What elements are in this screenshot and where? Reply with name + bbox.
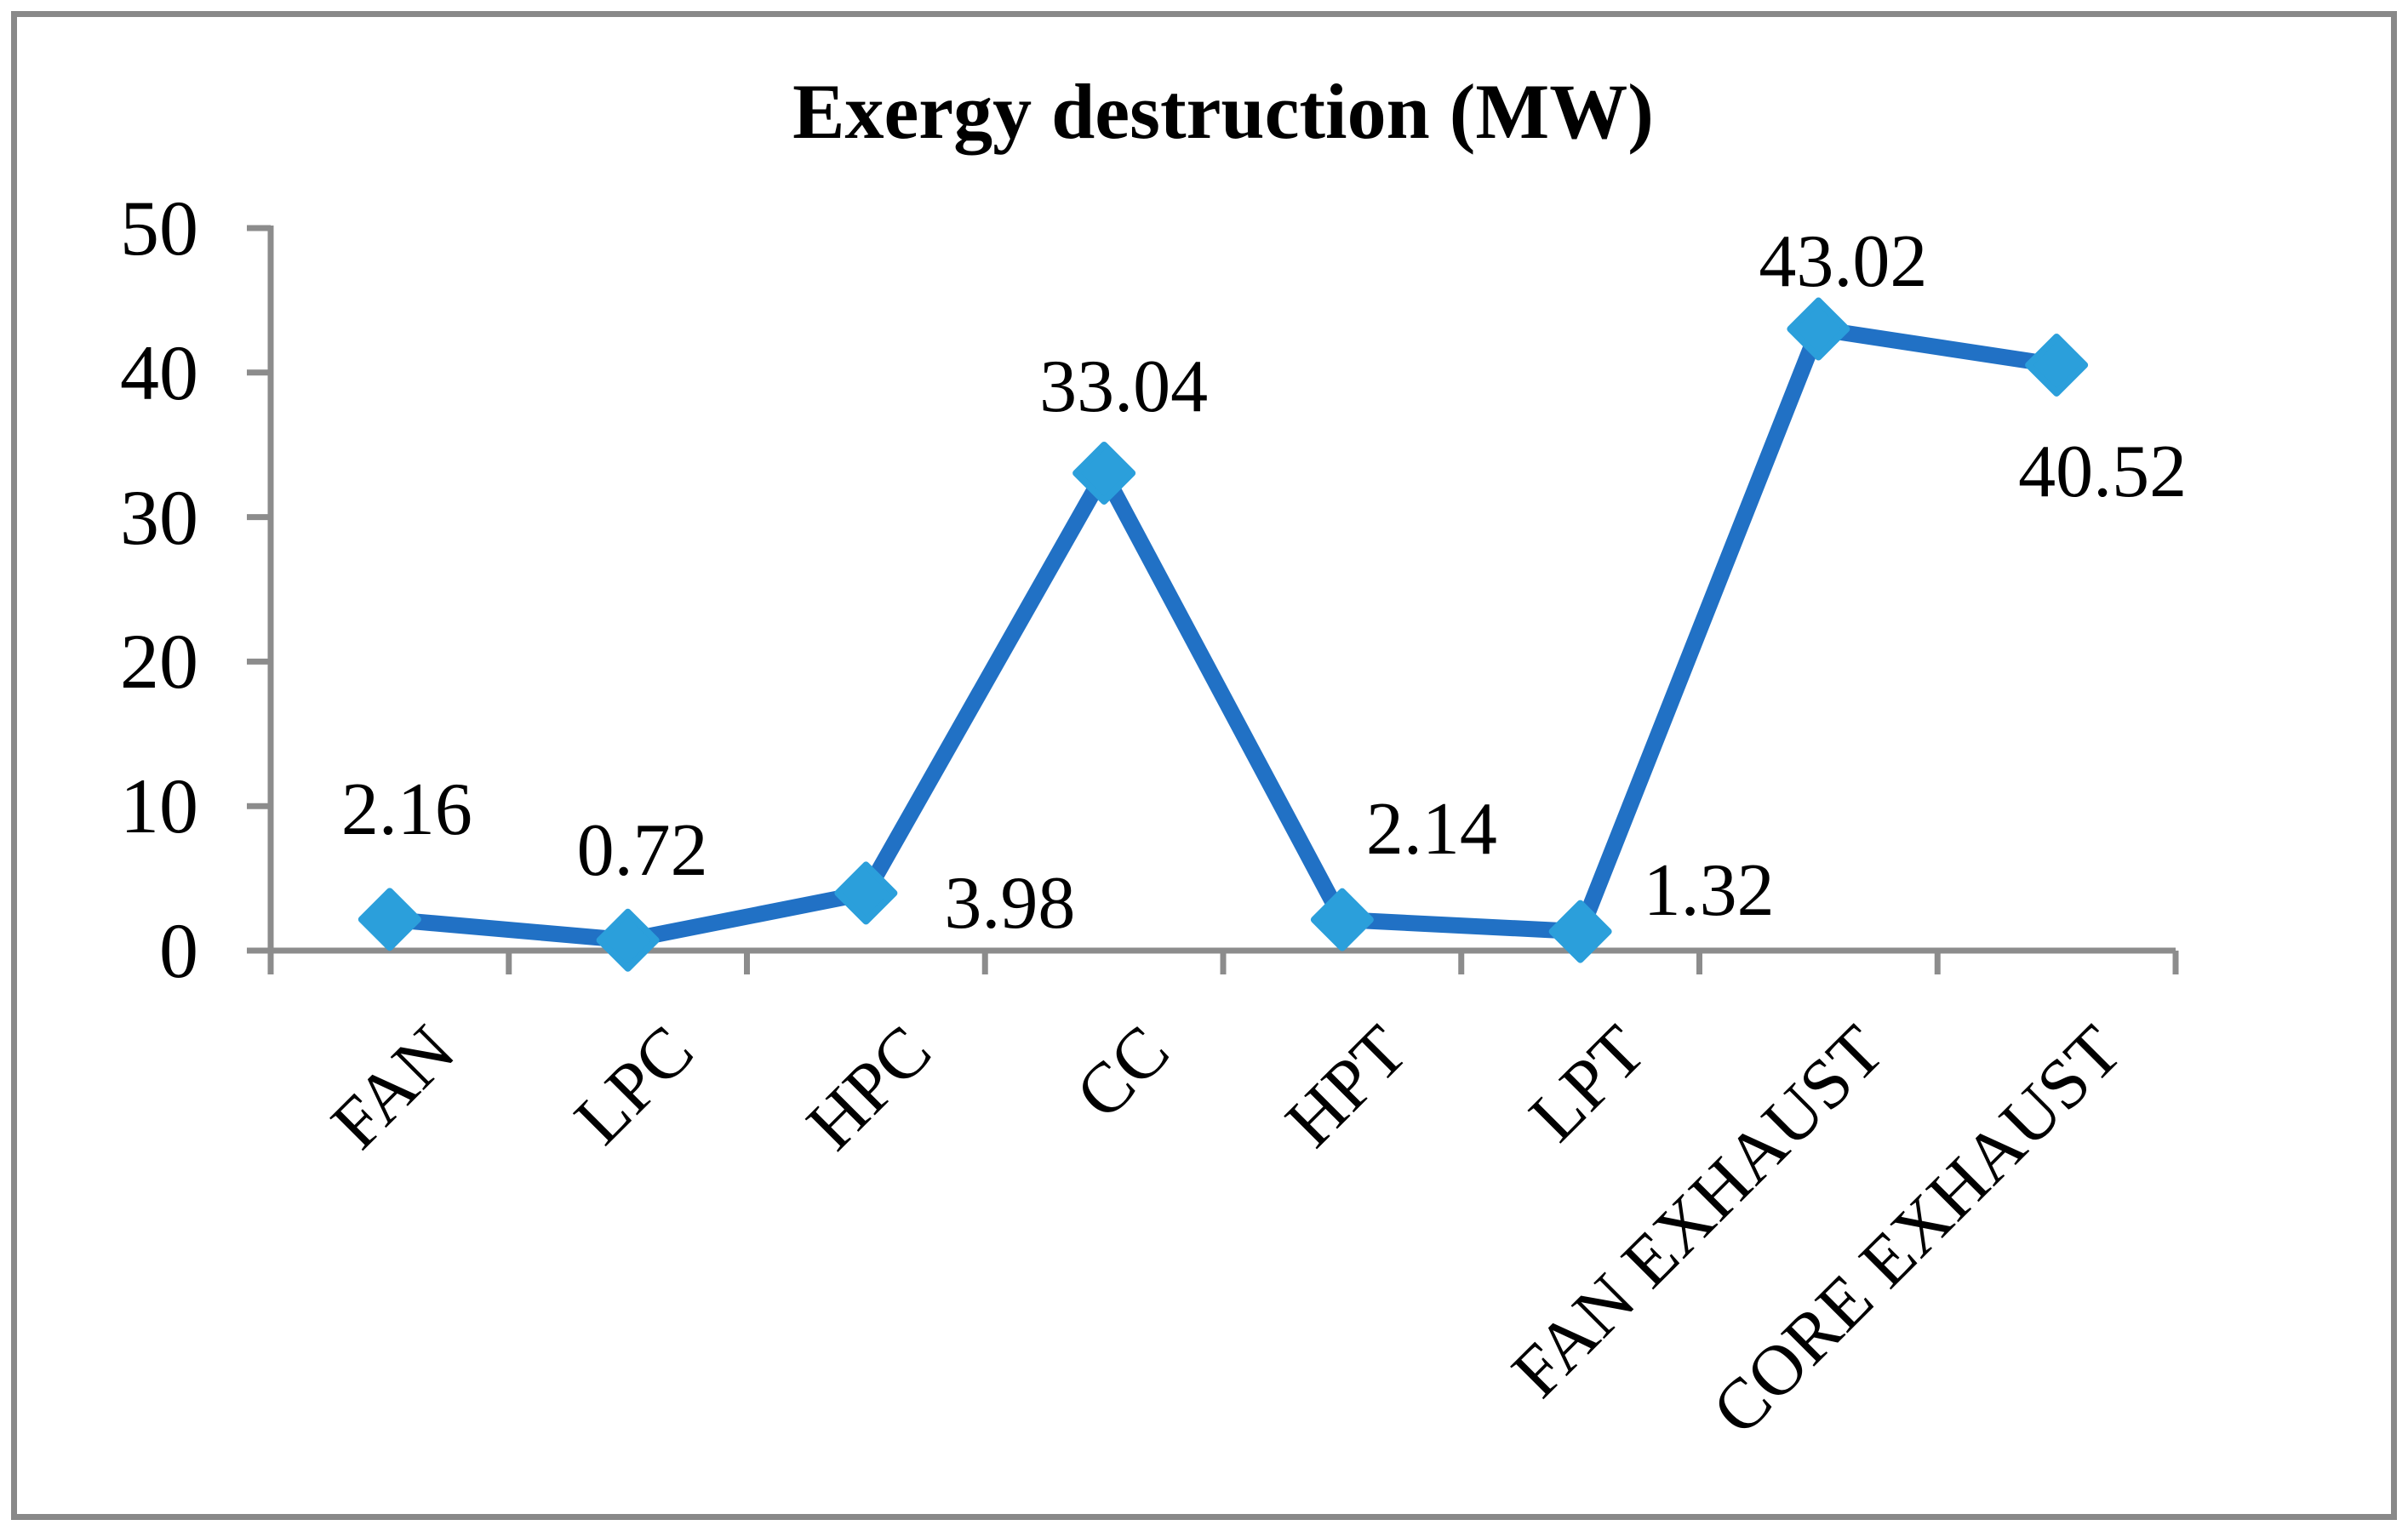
data-label: 2.14 [1365, 787, 1497, 871]
data-label: 0.72 [576, 808, 708, 892]
data-label: 43.02 [1759, 220, 1928, 303]
data-point-marker [1310, 888, 1374, 951]
y-tick-label: 40 [120, 328, 198, 416]
data-label: 3.98 [944, 862, 1076, 945]
x-category-label: FAN [277, 1011, 470, 1164]
y-tick-label: 30 [120, 473, 198, 561]
data-label: 1.32 [1643, 848, 1775, 932]
y-tick-label: 50 [120, 185, 198, 271]
data-label: 33.04 [1039, 345, 1209, 428]
x-category-label: HPT [1233, 1011, 1422, 1163]
figure-border [11, 11, 2397, 1520]
y-tick-label: 20 [120, 618, 198, 706]
data-point-marker [1787, 297, 1850, 361]
data-point-marker [596, 908, 660, 972]
x-category-label: HPC [752, 1011, 946, 1165]
data-point-marker [2025, 333, 2089, 397]
y-tick-label: 10 [120, 763, 198, 850]
data-label: 40.52 [2018, 430, 2188, 513]
data-point-marker [834, 861, 898, 925]
x-category-label: CORE EXHAUST [1540, 1011, 2136, 1450]
data-point-marker [1548, 900, 1612, 963]
x-category-label: CC [1034, 1011, 1184, 1134]
data-point-marker [357, 888, 421, 951]
chart-title: Exergy destruction (MW) [792, 68, 1654, 155]
data-point-marker [1072, 441, 1136, 505]
y-tick-label: 0 [159, 907, 198, 994]
data-label: 2.16 [340, 768, 472, 852]
x-category-label: LPC [523, 1011, 708, 1160]
series-line [381, 321, 2065, 949]
